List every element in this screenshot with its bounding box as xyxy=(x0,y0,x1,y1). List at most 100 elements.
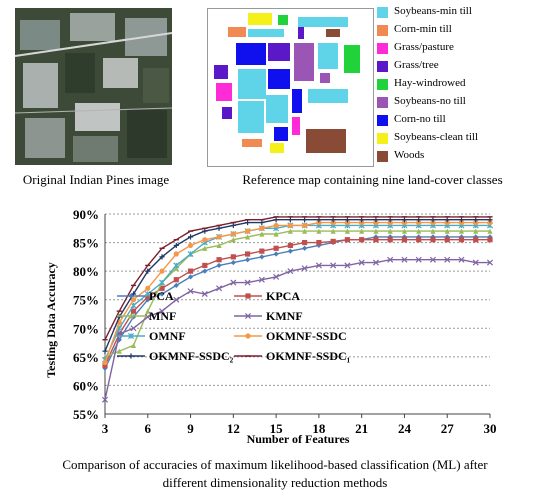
data-point xyxy=(128,353,134,359)
data-point xyxy=(101,396,109,403)
data-point xyxy=(416,237,422,243)
reference-map xyxy=(207,8,374,167)
data-point xyxy=(330,219,336,226)
data-point xyxy=(216,225,222,231)
class-label: Woods xyxy=(394,149,425,161)
legend-label: OKMNF-SSDC₁ xyxy=(266,349,351,363)
legend-label: OKMNF-SSDC₂ xyxy=(149,349,234,363)
data-point xyxy=(130,325,137,332)
series-path xyxy=(104,221,490,363)
data-point xyxy=(230,237,236,243)
data-point xyxy=(187,288,194,295)
class-swatch xyxy=(377,133,388,144)
data-point xyxy=(187,234,194,240)
class-label: Corn-no till xyxy=(394,113,446,125)
legend-label: OMNF xyxy=(149,329,186,343)
chart-axes xyxy=(104,214,491,418)
data-point xyxy=(344,228,351,234)
y-tick-label: 75% xyxy=(73,293,99,308)
series-path xyxy=(104,230,490,358)
data-point xyxy=(373,237,379,243)
data-point xyxy=(102,359,108,366)
data-point xyxy=(201,290,208,298)
data-point xyxy=(127,332,135,340)
x-tick-label: 12 xyxy=(227,421,240,436)
series-line xyxy=(102,216,493,341)
data-point xyxy=(387,256,394,263)
data-point xyxy=(159,254,165,260)
class-label: Grass/tree xyxy=(394,59,439,71)
data-point xyxy=(287,228,293,234)
data-point xyxy=(302,245,308,251)
data-point xyxy=(330,238,336,245)
y-tick-label: 70% xyxy=(73,321,99,336)
data-point xyxy=(273,231,279,237)
data-point xyxy=(259,225,265,231)
series-path xyxy=(104,259,490,400)
class-label: Hay-windrowed xyxy=(394,77,466,89)
x-tick-label: 27 xyxy=(441,421,455,436)
data-point xyxy=(102,365,108,371)
data-point xyxy=(472,259,479,266)
data-point xyxy=(473,228,479,234)
data-point xyxy=(230,231,236,237)
x-tick-label: 18 xyxy=(312,421,326,436)
data-point xyxy=(273,245,279,251)
x-tick-label: 6 xyxy=(145,421,152,436)
data-point xyxy=(116,348,122,354)
legend-label: KMNF xyxy=(266,309,303,323)
data-point xyxy=(458,228,465,234)
data-point xyxy=(202,262,208,269)
series-path xyxy=(104,236,490,369)
data-point xyxy=(302,217,308,223)
data-point xyxy=(287,222,293,229)
data-point xyxy=(102,348,108,354)
data-point xyxy=(273,217,279,223)
chart-caption-line1: Comparison of accuracies of maximum like… xyxy=(62,457,488,472)
data-point xyxy=(159,279,166,286)
data-point xyxy=(416,219,422,226)
data-point xyxy=(244,251,251,257)
legend-entry: MNF xyxy=(117,309,176,323)
data-point xyxy=(130,342,137,349)
legend-entry: OKMNF-SSDC xyxy=(234,329,347,343)
data-point xyxy=(401,228,408,234)
y-tick-label: 90% xyxy=(73,207,99,222)
data-point xyxy=(173,262,180,269)
data-point xyxy=(159,291,165,297)
data-point xyxy=(316,228,322,234)
y-tick-label: 65% xyxy=(73,350,99,365)
chart-legend: PCA KPCA MNF KMNF OMNF OKMNF-SSDC OKMNF-SSDC₂ O… xyxy=(117,289,351,363)
data-point xyxy=(159,308,166,315)
data-point xyxy=(259,254,265,260)
data-point xyxy=(430,228,436,234)
data-point xyxy=(387,219,393,226)
data-point xyxy=(273,251,279,257)
chart-series xyxy=(101,216,494,403)
chart-caption-line2: different dimensionality reduction metho… xyxy=(162,475,388,490)
data-point xyxy=(216,234,222,240)
data-point xyxy=(273,222,279,229)
data-point xyxy=(159,285,165,291)
data-point xyxy=(302,239,308,246)
data-point xyxy=(230,254,236,260)
data-point xyxy=(216,257,222,263)
data-point xyxy=(416,234,422,240)
data-point xyxy=(245,333,251,339)
data-point xyxy=(173,251,179,257)
data-point xyxy=(416,228,422,234)
data-point xyxy=(458,219,465,226)
class-label: Corn-min till xyxy=(394,23,452,35)
legend-label: OKMNF-SSDC xyxy=(266,329,347,343)
legend-label: MNF xyxy=(149,309,176,323)
data-point xyxy=(359,237,365,243)
class-swatch xyxy=(377,25,388,36)
data-point xyxy=(287,268,294,275)
y-tick-label: 80% xyxy=(73,264,99,279)
data-point xyxy=(230,279,237,286)
data-point xyxy=(202,237,208,243)
chart-ticks: 55% 60% 65% 70% 75% 80% 85% 90% 3 6 9 12 15 18 21 24 27 3… xyxy=(73,207,497,436)
data-point xyxy=(373,217,379,223)
data-point xyxy=(359,228,365,234)
data-point xyxy=(486,259,494,266)
